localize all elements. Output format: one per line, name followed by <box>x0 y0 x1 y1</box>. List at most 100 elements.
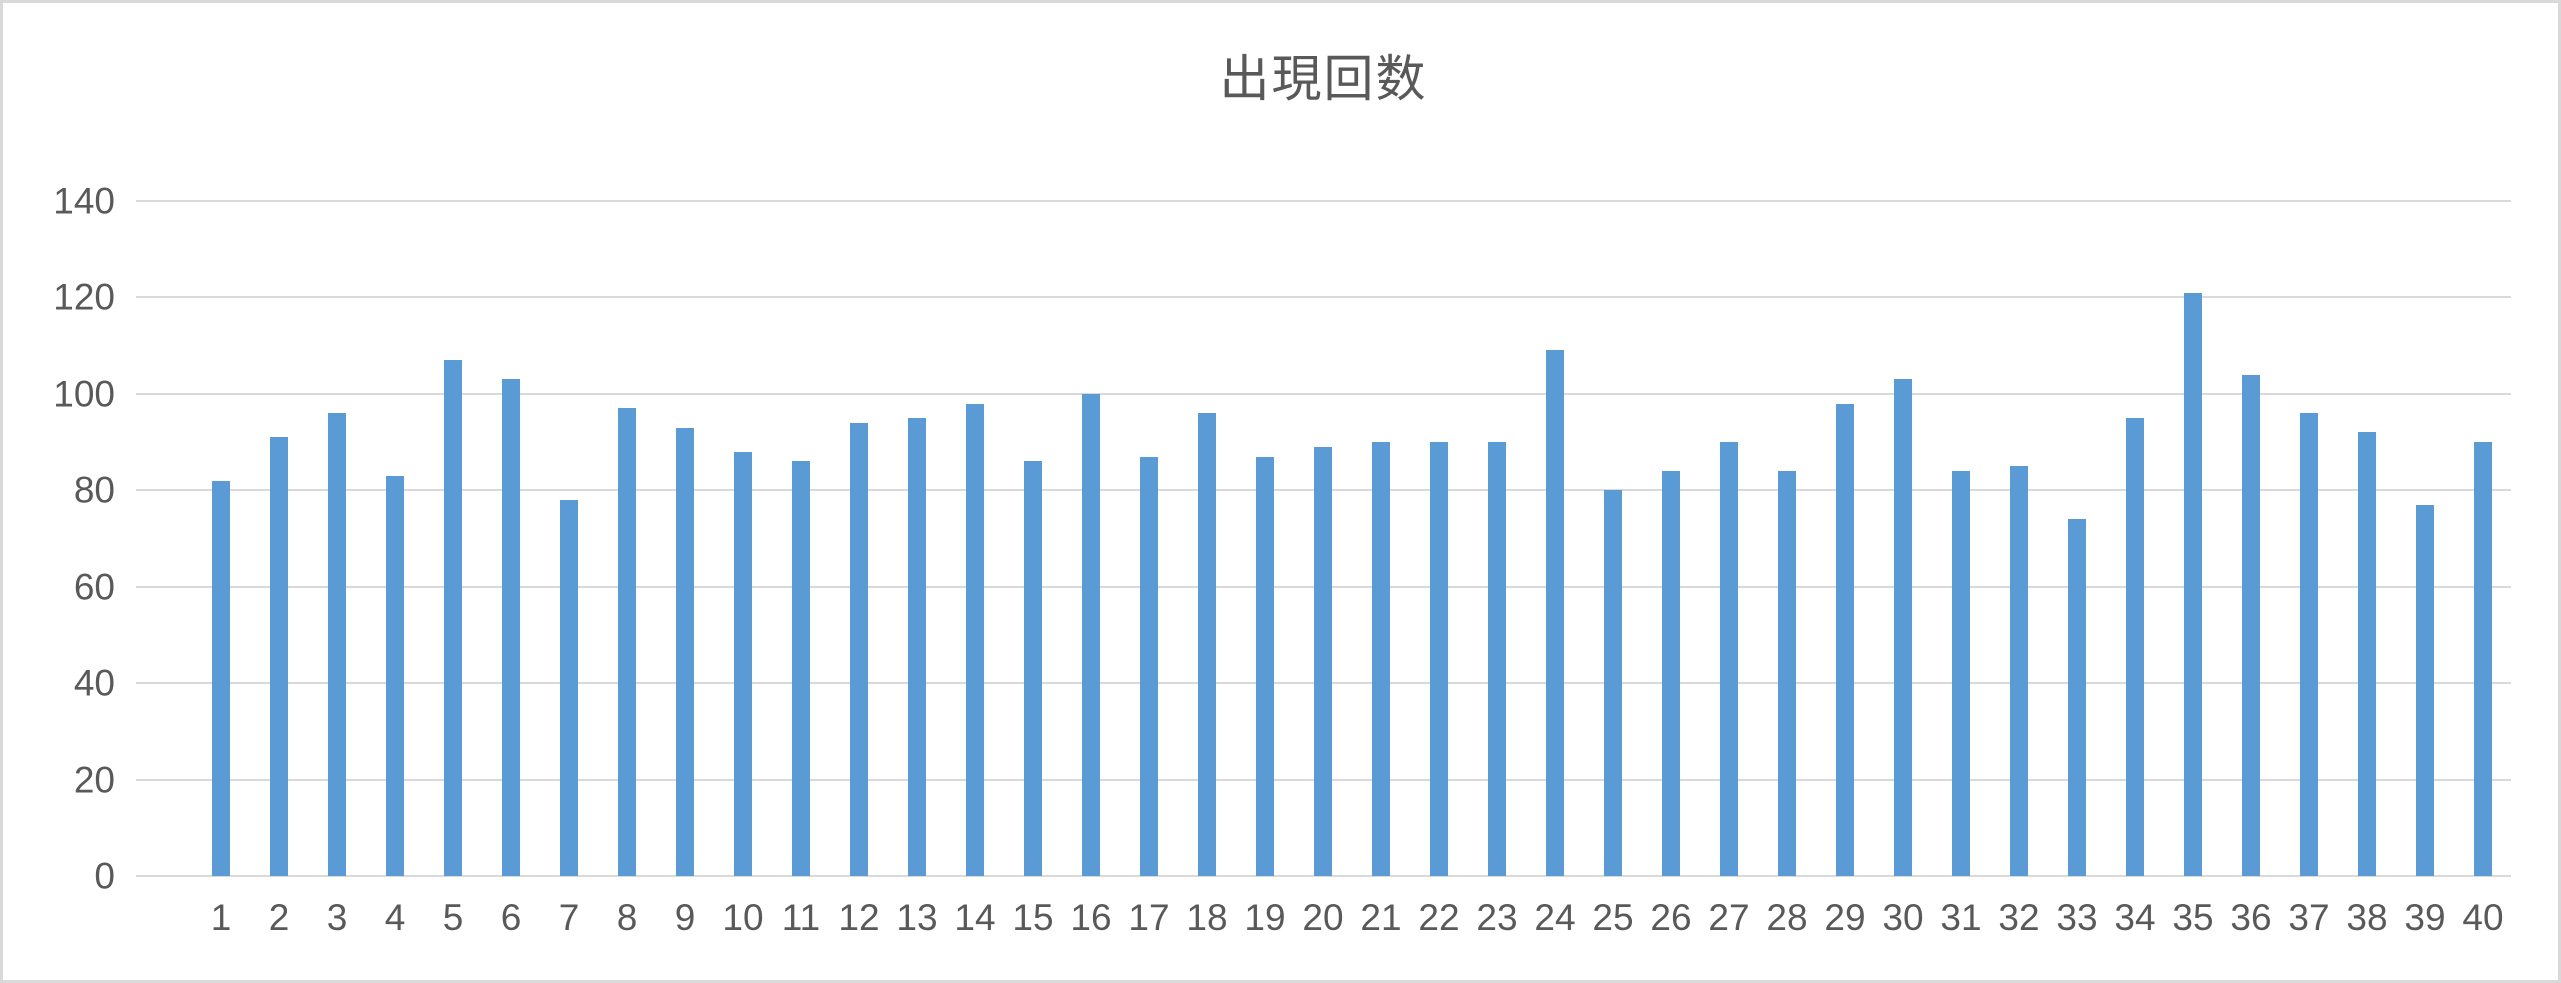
bar-slot <box>1990 201 2048 876</box>
x-tick-label: 25 <box>1592 897 1634 938</box>
bar-slot <box>2280 201 2338 876</box>
bar-slot <box>2106 201 2164 876</box>
bar-14 <box>966 403 984 876</box>
bar-slot <box>2338 201 2396 876</box>
bar-slot <box>1004 201 1062 876</box>
bar-33 <box>2068 519 2086 876</box>
bar-32 <box>2010 466 2028 876</box>
bar-slot <box>192 201 250 876</box>
bar-slot <box>1932 201 1990 876</box>
bar-6 <box>502 379 520 876</box>
bar-slot <box>2164 201 2222 876</box>
bar-39 <box>2416 504 2434 876</box>
bar-8 <box>618 408 636 876</box>
bar-slot <box>2048 201 2106 876</box>
bar-slot <box>482 201 540 876</box>
x-tick-label: 26 <box>1650 897 1692 938</box>
bar-36 <box>2242 374 2260 876</box>
x-tick-label: 39 <box>2404 897 2446 938</box>
bar-3 <box>328 413 346 876</box>
bar-17 <box>1140 456 1158 876</box>
x-tick-label: 33 <box>2056 897 2098 938</box>
bar-40 <box>2474 442 2492 876</box>
gridline <box>136 200 2511 202</box>
bar-slot <box>1352 201 1410 876</box>
bar-slot <box>424 201 482 876</box>
x-tick-label: 10 <box>722 897 764 938</box>
x-tick-label: 28 <box>1766 897 1808 938</box>
y-axis-labels: 0 20 40 60 80 100 120 140 <box>3 183 115 895</box>
bar-26 <box>1662 471 1680 876</box>
bar-25 <box>1604 490 1622 876</box>
bar-slot <box>656 201 714 876</box>
bar-slot <box>946 201 1004 876</box>
chart-title: 出現回数 <box>1219 51 1428 107</box>
x-tick-label: 37 <box>2288 897 2330 938</box>
bar-16 <box>1082 393 1100 876</box>
x-tick-label: 34 <box>2114 897 2156 938</box>
x-tick-label: 17 <box>1128 897 1170 938</box>
x-tick-label: 20 <box>1302 897 1344 938</box>
bar-slot <box>598 201 656 876</box>
bar-slot <box>1468 201 1526 876</box>
bar-slot <box>1178 201 1236 876</box>
bar-slot <box>1874 201 1932 876</box>
x-tick-label: 7 <box>558 897 580 938</box>
bar-slot <box>1816 201 1874 876</box>
bar-1 <box>212 480 230 876</box>
x-tick-label: 16 <box>1070 897 1112 938</box>
x-axis-labels: 1 2 3 4 5 6 7 8 9 10 11 12 13 14 15 16 17 18 19 20 21 22 23 24 2… <box>192 896 2512 940</box>
bar-10 <box>734 451 752 876</box>
x-tick-label: 23 <box>1476 897 1518 938</box>
bar-31 <box>1952 471 1970 876</box>
bar-2 <box>270 437 288 876</box>
x-tick-label: 9 <box>674 897 696 938</box>
bar-29 <box>1836 403 1854 876</box>
x-tick-label: 13 <box>896 897 938 938</box>
y-tick-label: 60 <box>73 566 115 608</box>
x-tick-label: 1 <box>210 897 232 938</box>
bar-7 <box>560 499 578 876</box>
y-tick-label: 40 <box>73 662 115 704</box>
bar-22 <box>1430 442 1448 876</box>
y-tick-label: 120 <box>53 276 115 318</box>
gridline <box>136 392 2511 395</box>
bar-slot <box>714 201 772 876</box>
x-tick-label: 8 <box>616 897 638 938</box>
x-tick-label: 14 <box>954 897 996 938</box>
x-axis-line <box>136 875 2511 877</box>
y-tick-label: 80 <box>73 469 115 511</box>
x-tick-label: 5 <box>442 897 464 938</box>
x-tick-label: 35 <box>2172 897 2214 938</box>
bar-28 <box>1778 471 1796 876</box>
y-tick-label: 140 <box>53 180 115 222</box>
x-tick-label: 6 <box>500 897 522 938</box>
bar-19 <box>1256 456 1274 876</box>
bar-23 <box>1488 442 1506 876</box>
bars-container <box>192 201 2512 876</box>
bar-slot <box>1700 201 1758 876</box>
bar-slot <box>250 201 308 876</box>
x-tick-label: 4 <box>384 897 406 938</box>
bar-11 <box>792 461 810 876</box>
bar-15 <box>1024 461 1042 876</box>
x-tick-label: 15 <box>1012 897 1054 938</box>
x-tick-label: 2 <box>268 897 290 938</box>
bar-20 <box>1314 446 1332 876</box>
bar-21 <box>1372 442 1390 876</box>
bar-13 <box>908 417 926 876</box>
bar-4 <box>386 475 404 876</box>
bar-slot <box>1642 201 1700 876</box>
bar-slot <box>1062 201 1120 876</box>
bar-slot <box>1526 201 1584 876</box>
y-tick-label: 20 <box>73 759 115 801</box>
bar-slot <box>1758 201 1816 876</box>
x-tick-label: 32 <box>1998 897 2040 938</box>
bar-slot <box>1410 201 1468 876</box>
bar-24 <box>1546 350 1564 876</box>
x-tick-label: 18 <box>1186 897 1228 938</box>
x-tick-label: 30 <box>1882 897 1924 938</box>
bar-slot <box>1294 201 1352 876</box>
bar-slot <box>1120 201 1178 876</box>
x-tick-label: 11 <box>781 897 821 938</box>
